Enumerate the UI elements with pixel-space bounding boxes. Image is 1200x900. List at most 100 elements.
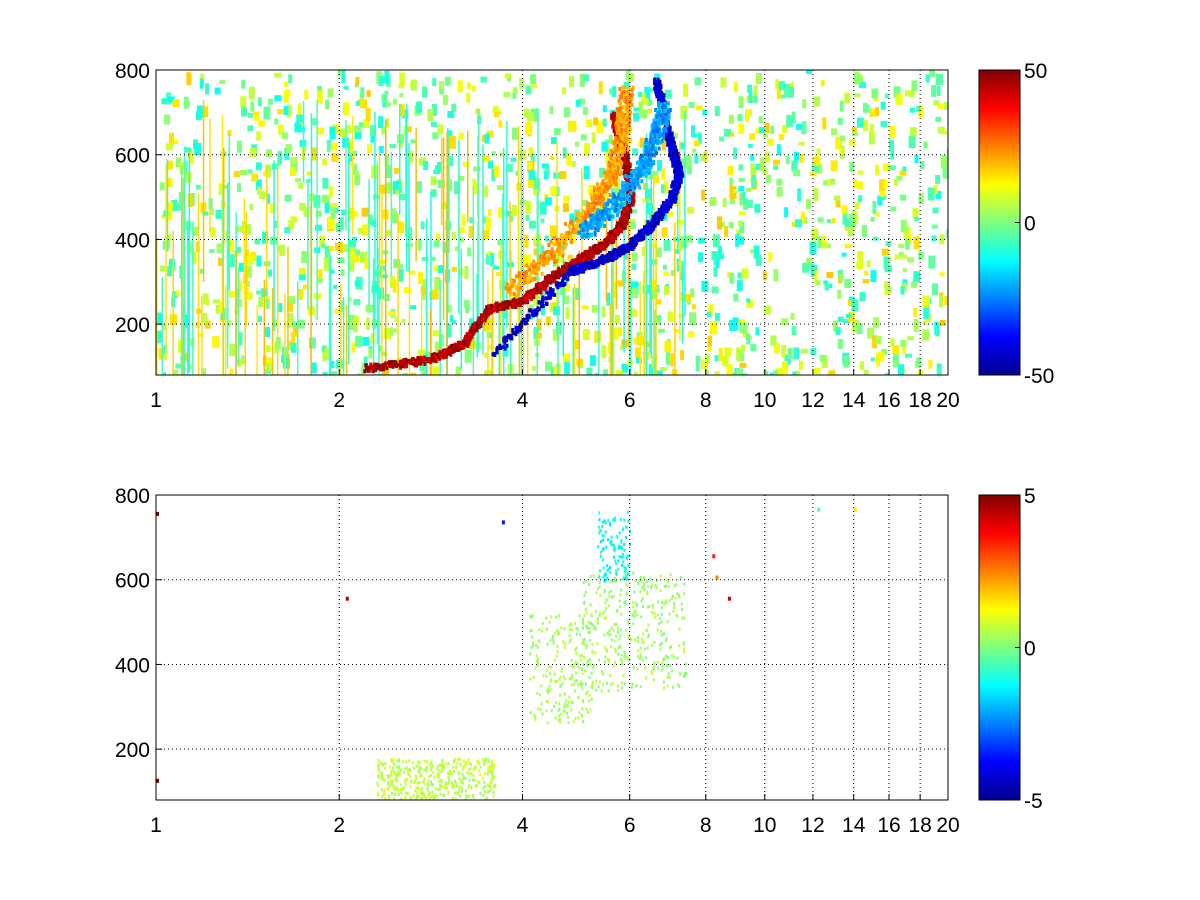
heatmap-cell (471, 323, 475, 328)
heatmap-cell (530, 74, 537, 85)
heatmap-cell (512, 92, 517, 99)
heatmap-cell (437, 354, 441, 359)
heatmap-cell (872, 200, 877, 214)
heatmap-cell (547, 243, 551, 247)
heatmap-cell (273, 220, 278, 228)
heatmap-cell (573, 229, 577, 234)
heatmap-cell (619, 94, 623, 99)
heatmap-cell (160, 265, 166, 272)
heatmap-cell (661, 200, 665, 205)
heatmap-cell (201, 296, 203, 375)
heatmap-cell (527, 265, 531, 270)
heatmap-cell (603, 201, 607, 206)
heatmap-cell (539, 201, 547, 215)
heatmap-cell (612, 117, 616, 122)
heatmap-cell (823, 180, 831, 186)
heatmap-cell (614, 314, 620, 324)
heatmap-cell (244, 297, 246, 375)
heatmap-cell (537, 264, 541, 268)
heatmap-cell (580, 211, 584, 216)
heatmap-cell (655, 247, 662, 258)
heatmap-cell (283, 91, 289, 103)
heatmap-cell (773, 269, 779, 282)
heatmap-cell (544, 301, 548, 306)
heatmap-cell (428, 375, 432, 379)
heatmap-cell (525, 290, 529, 295)
heatmap-cell (611, 197, 615, 202)
heatmap-cell (613, 168, 617, 173)
heatmap-cell (792, 221, 797, 227)
heatmap-cell (657, 215, 661, 220)
heatmap-cell (183, 96, 189, 109)
heatmap-cell (596, 247, 600, 251)
heatmap-cell (562, 240, 566, 245)
heatmap-cell (629, 190, 633, 195)
heatmap-cell (558, 247, 562, 252)
heatmap-cell (471, 85, 476, 92)
heatmap-cell (583, 256, 587, 261)
heatmap-cell (679, 272, 684, 281)
heatmap-cell (448, 137, 450, 254)
heatmap-cell (913, 236, 920, 250)
heatmap-cell (860, 361, 864, 371)
heatmap-cell (257, 186, 261, 195)
heatmap-cell (555, 283, 559, 288)
heatmap-cell (566, 153, 572, 166)
heatmap-cell (431, 289, 439, 300)
heatmap-cell (870, 216, 875, 222)
heatmap-cell (932, 283, 938, 296)
heatmap-cell (823, 280, 829, 285)
heatmap-cell (360, 99, 368, 109)
heatmap-cell (660, 115, 664, 119)
heatmap-cell (552, 253, 556, 258)
heatmap-cell (700, 153, 705, 161)
heatmap-cell (640, 158, 644, 163)
heatmap-cell (430, 121, 437, 127)
heatmap-cell (593, 226, 597, 231)
heatmap-cell (188, 152, 191, 373)
heatmap-cell (625, 206, 629, 210)
heatmap-cell (628, 126, 632, 131)
heatmap-cell (633, 182, 637, 187)
heatmap-cell (914, 216, 920, 221)
heatmap-cell (661, 205, 665, 210)
heatmap-cell (545, 279, 549, 284)
heatmap-cell (618, 101, 622, 106)
heatmap-cell (741, 191, 746, 201)
heatmap-cell (606, 257, 610, 262)
heatmap-cell (264, 164, 271, 177)
heatmap-cell (242, 275, 248, 284)
heatmap-cell (884, 372, 889, 375)
heatmap-cell (610, 171, 614, 176)
heatmap-cell (372, 258, 375, 375)
heatmap-cell (482, 311, 486, 316)
heatmap-cell (655, 211, 659, 216)
heatmap-cell (592, 261, 596, 265)
heatmap-cell (290, 159, 298, 173)
heatmap-cell (539, 258, 543, 263)
heatmap-cell (432, 330, 440, 337)
heatmap-cell (597, 186, 601, 191)
heatmap-cell (506, 210, 512, 216)
heatmap-cell (287, 299, 293, 312)
heatmap-cell (453, 347, 457, 352)
heatmap-cell (655, 221, 659, 226)
heatmap-cell (684, 111, 686, 216)
heatmap-cell (782, 125, 788, 133)
heatmap-cell (418, 358, 422, 363)
heatmap-cell (331, 371, 338, 375)
heatmap-cell (782, 360, 788, 374)
heatmap-cell (653, 77, 657, 82)
heatmap-cell (342, 244, 348, 253)
heatmap-cell (343, 85, 349, 90)
heatmap-cell (345, 119, 347, 231)
heatmap-cell (869, 111, 877, 117)
heatmap-cell (623, 201, 625, 353)
heatmap-cell (482, 313, 486, 318)
heatmap-cell (586, 119, 593, 128)
heatmap-cell (665, 119, 669, 124)
heatmap-cell (418, 272, 424, 285)
heatmap-cell (704, 370, 709, 375)
heatmap-cell (669, 143, 673, 148)
heatmap-cell (625, 191, 629, 196)
